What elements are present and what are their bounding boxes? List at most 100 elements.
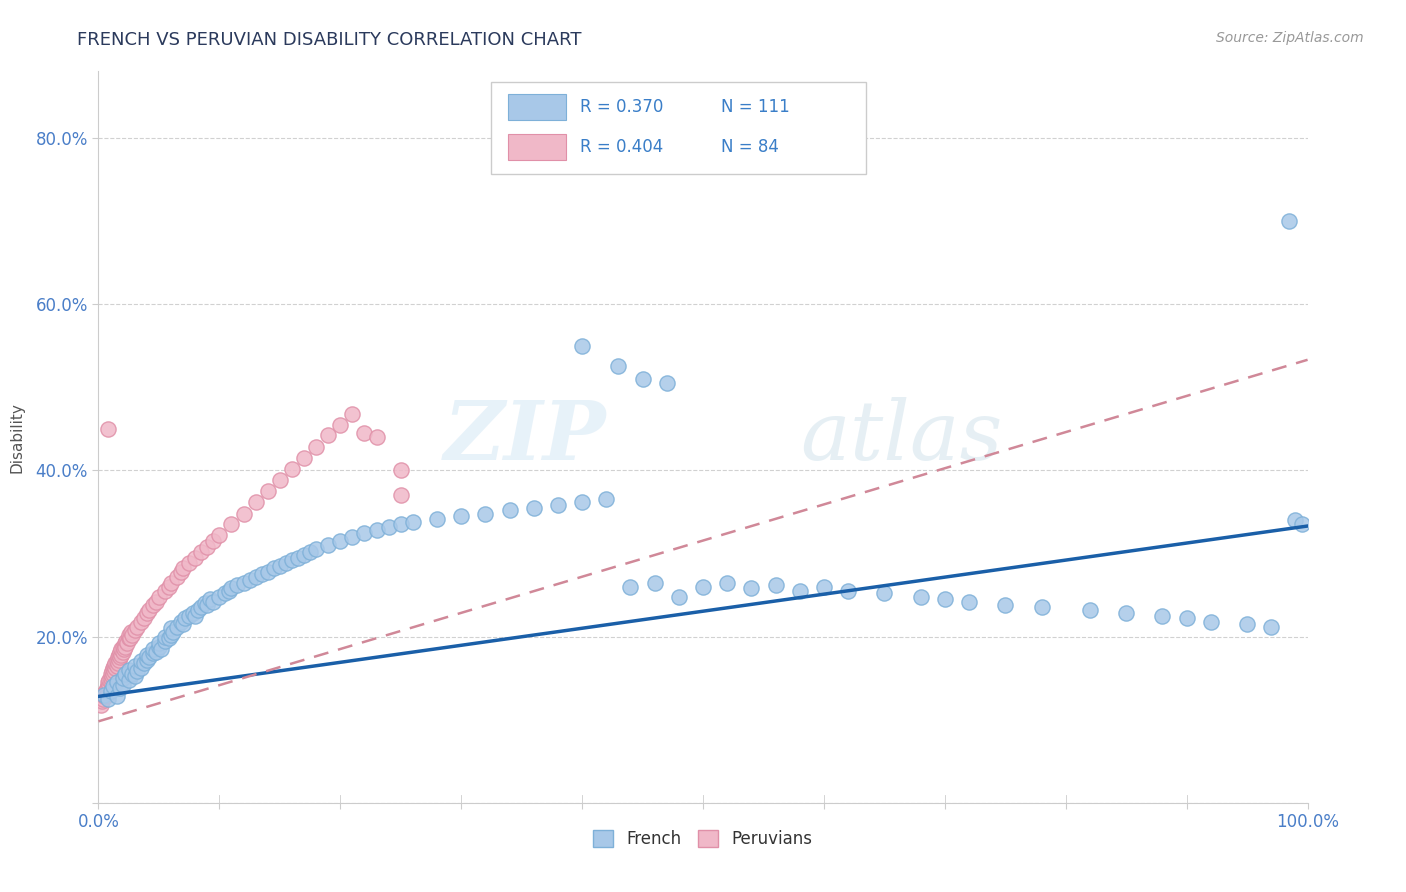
Point bbox=[114, 667, 136, 681]
Point bbox=[208, 590, 231, 604]
Point bbox=[153, 630, 176, 644]
Point bbox=[105, 658, 128, 673]
Point bbox=[631, 372, 654, 386]
Point bbox=[994, 598, 1017, 612]
Point bbox=[120, 625, 142, 640]
Point bbox=[97, 692, 120, 706]
Point bbox=[232, 507, 254, 521]
Point bbox=[305, 542, 328, 557]
Point bbox=[184, 550, 207, 565]
Point bbox=[118, 673, 141, 687]
Point bbox=[117, 636, 139, 650]
Point bbox=[101, 680, 124, 694]
Point bbox=[100, 683, 122, 698]
Point bbox=[181, 607, 204, 621]
Point bbox=[299, 545, 322, 559]
Point bbox=[108, 681, 131, 695]
Point bbox=[190, 545, 212, 559]
Point bbox=[329, 533, 352, 548]
Point bbox=[957, 594, 980, 608]
Point bbox=[100, 669, 122, 683]
Point bbox=[202, 533, 225, 548]
Point bbox=[716, 575, 738, 590]
Point bbox=[292, 548, 315, 562]
Point bbox=[157, 580, 180, 594]
Point bbox=[101, 667, 124, 681]
Point bbox=[129, 655, 152, 669]
Point bbox=[118, 663, 141, 677]
Point bbox=[107, 650, 129, 665]
Point bbox=[389, 463, 412, 477]
Point bbox=[426, 511, 449, 525]
Point bbox=[692, 580, 714, 594]
Point bbox=[97, 422, 120, 436]
Point bbox=[93, 686, 115, 700]
Point bbox=[100, 667, 122, 681]
Point bbox=[105, 675, 128, 690]
Point bbox=[194, 596, 217, 610]
Point bbox=[813, 580, 835, 594]
Point bbox=[166, 570, 188, 584]
FancyBboxPatch shape bbox=[509, 94, 567, 120]
Point bbox=[179, 557, 201, 571]
Point bbox=[96, 688, 118, 702]
Text: Source: ZipAtlas.com: Source: ZipAtlas.com bbox=[1216, 31, 1364, 45]
Point bbox=[1278, 214, 1301, 228]
Point bbox=[135, 653, 157, 667]
Point bbox=[668, 590, 690, 604]
Point bbox=[232, 575, 254, 590]
Point bbox=[138, 603, 160, 617]
Point bbox=[97, 675, 120, 690]
Point bbox=[97, 686, 120, 700]
Text: R = 0.370: R = 0.370 bbox=[579, 98, 664, 116]
Point bbox=[377, 520, 399, 534]
Text: FRENCH VS PERUVIAN DISABILITY CORRELATION CHART: FRENCH VS PERUVIAN DISABILITY CORRELATIO… bbox=[77, 31, 582, 49]
Point bbox=[150, 642, 173, 657]
FancyBboxPatch shape bbox=[492, 82, 866, 174]
Point bbox=[114, 636, 136, 650]
Point bbox=[245, 495, 267, 509]
Point bbox=[100, 671, 122, 685]
Point bbox=[202, 594, 225, 608]
Point bbox=[366, 523, 388, 537]
Point bbox=[765, 578, 787, 592]
Point bbox=[256, 484, 278, 499]
Point bbox=[1199, 615, 1222, 629]
Point bbox=[366, 430, 388, 444]
Point bbox=[292, 450, 315, 465]
Point bbox=[115, 633, 138, 648]
Point bbox=[208, 528, 231, 542]
Point bbox=[1031, 600, 1053, 615]
Point bbox=[105, 690, 128, 704]
Point bbox=[342, 530, 364, 544]
Point bbox=[100, 665, 122, 679]
Point bbox=[281, 553, 304, 567]
Point bbox=[245, 570, 267, 584]
Point bbox=[740, 582, 762, 596]
Point bbox=[142, 642, 165, 657]
Text: N = 84: N = 84 bbox=[721, 137, 779, 156]
Point bbox=[91, 694, 114, 708]
Point bbox=[1175, 611, 1198, 625]
Point bbox=[127, 665, 149, 679]
Point bbox=[110, 642, 132, 657]
Point bbox=[269, 473, 291, 487]
Point bbox=[353, 425, 375, 440]
Point bbox=[172, 561, 194, 575]
Point bbox=[118, 632, 141, 646]
Point bbox=[108, 648, 131, 662]
Point bbox=[135, 648, 157, 662]
Point bbox=[118, 632, 141, 646]
Point bbox=[90, 698, 112, 712]
Point bbox=[269, 558, 291, 573]
Point bbox=[124, 623, 146, 637]
Text: ZIP: ZIP bbox=[444, 397, 606, 477]
Point bbox=[145, 644, 167, 658]
Point bbox=[100, 675, 122, 690]
Point bbox=[98, 673, 121, 687]
Point bbox=[153, 583, 176, 598]
Point bbox=[145, 594, 167, 608]
Point bbox=[160, 575, 183, 590]
Point bbox=[263, 561, 285, 575]
Point bbox=[107, 656, 129, 670]
